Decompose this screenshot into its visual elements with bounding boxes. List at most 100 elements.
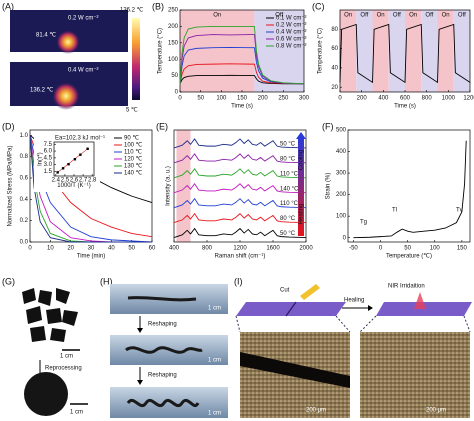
x-tick-label: 100 [430,246,441,252]
data-line [173,168,307,179]
point [79,153,82,156]
y-tick-label: 6.0 [44,149,53,155]
x-tick-label: 1000 [442,96,456,102]
inset-background [34,136,100,192]
data-line [179,46,305,85]
x-tick-label: 150 [237,96,248,102]
point [73,158,77,161]
x-tick-label: 150 [457,246,468,252]
y-tick-label: 0.6 [20,176,29,182]
scale-label: 1 cm [208,358,221,364]
y-tick-label: 60 [331,46,338,52]
y-tick-label: 400 [336,149,347,155]
data-line [173,197,307,209]
y-tick-label: 150 [168,40,179,46]
series-label: 50 °C [280,231,296,237]
blade [300,284,320,300]
x-tick-label: 250 [278,96,289,102]
panel-letter: (D) [2,121,15,131]
x-tick-label: 2.6 [70,178,79,184]
x-tick-label: 400 [378,96,389,102]
x-tick-label: 0 [28,246,32,252]
x-tick-label: 300 [299,96,310,102]
legend-label: 90 ℃ [124,136,139,142]
data-line [179,63,305,85]
scale-label: 1 cm [70,410,83,416]
point [61,167,65,170]
y-axis-label: Temperature (°C) [318,28,324,74]
strip [125,346,203,354]
x-tick-label: 2000 [299,246,313,252]
x-tick-label: 2.7 [79,178,88,184]
y-tick-label: 3.0 [44,162,53,168]
data-line [179,74,304,85]
region-label: On [213,13,221,19]
annotation: Ea=102.3 kJ mol⁻¹ [55,136,105,142]
power-label: 0.4 W cm⁻² [68,68,99,74]
trend-arrow [298,138,304,236]
x-tick-label: 60 [149,246,156,252]
y-tick-label: 0.2 [20,218,29,224]
x-axis-label: 1000/T (K⁻¹) [57,183,90,189]
x-tick-label: 800 [202,246,213,252]
temp-label: 136.2 ℃ [30,88,54,94]
legend-label: 0.6 W cm⁻² [276,37,307,43]
x-tick-label: 200 [357,96,368,102]
annotation: Heating [299,204,305,225]
x-tick-label: 2.4 [52,178,61,184]
point [86,147,89,150]
series-label: 80 °C [280,216,296,222]
nir-beam [414,292,426,309]
zoom-line [235,315,241,333]
region-label: On [442,13,450,19]
data-line [173,212,307,224]
healing-label: Healing [344,298,364,304]
annotation: Tv [456,208,463,214]
scale-label: 1 cm [208,411,221,417]
cut-line [285,301,297,317]
scale-label: 200 μm [426,408,446,414]
x-tick-label: 20 [67,246,74,252]
point [56,171,59,174]
x-tick-label: 50 [404,246,411,252]
y-axis-label: Intensity (a. u.) [166,166,172,206]
hot-spot [52,82,80,110]
legend-label: 0.2 W cm⁻² [276,23,307,29]
x-axis-label: Time (s) [231,103,253,109]
y-tick-label: 0 [343,235,347,241]
x-tick-label: 0 [178,96,182,102]
series-label: 110 °C [280,171,299,177]
y-axis-label: ln(τ*) [38,152,44,165]
y-tick-label: 0.0 [20,240,29,246]
region-label: Off [275,13,283,19]
crack [240,352,350,388]
x-axis-label: Time (s) [394,103,416,109]
panel-letter: (B) [152,1,164,11]
x-tick-label: 2.8 [88,178,97,184]
x-tick-label: 0 [338,96,342,102]
region-label: Off [393,13,401,19]
scale-label: 1 cm [60,354,73,360]
zoom-line [335,315,351,333]
y-tick-label: 200 [168,24,179,30]
strip [127,296,197,302]
step-label: Reshaping [148,373,177,379]
plot-frame [347,129,471,243]
zoom-line [463,315,471,333]
scale-label: 200 μm [306,408,326,414]
nir-label: NIR Irridaition [388,284,425,290]
y-tick-label: 300 [336,171,347,177]
panel-letter: (E) [156,121,168,131]
series-label: 110 °C [280,201,299,207]
y-tick-label: 0.4 [20,197,29,203]
x-tick-label: 1600 [266,246,280,252]
legend-label: 0.4 W cm⁻² [276,30,307,36]
arrow-head [368,305,373,311]
panel-letter: (A) [2,1,14,11]
y-tick-label: 40 [331,65,338,71]
y-axis-label: Normalized Stress (MPa/MPa) [8,145,14,226]
region [372,10,389,92]
step-label: Reprocessing [45,366,82,372]
x-tick-label: 800 [422,96,433,102]
annotation: Cooling [299,150,305,170]
